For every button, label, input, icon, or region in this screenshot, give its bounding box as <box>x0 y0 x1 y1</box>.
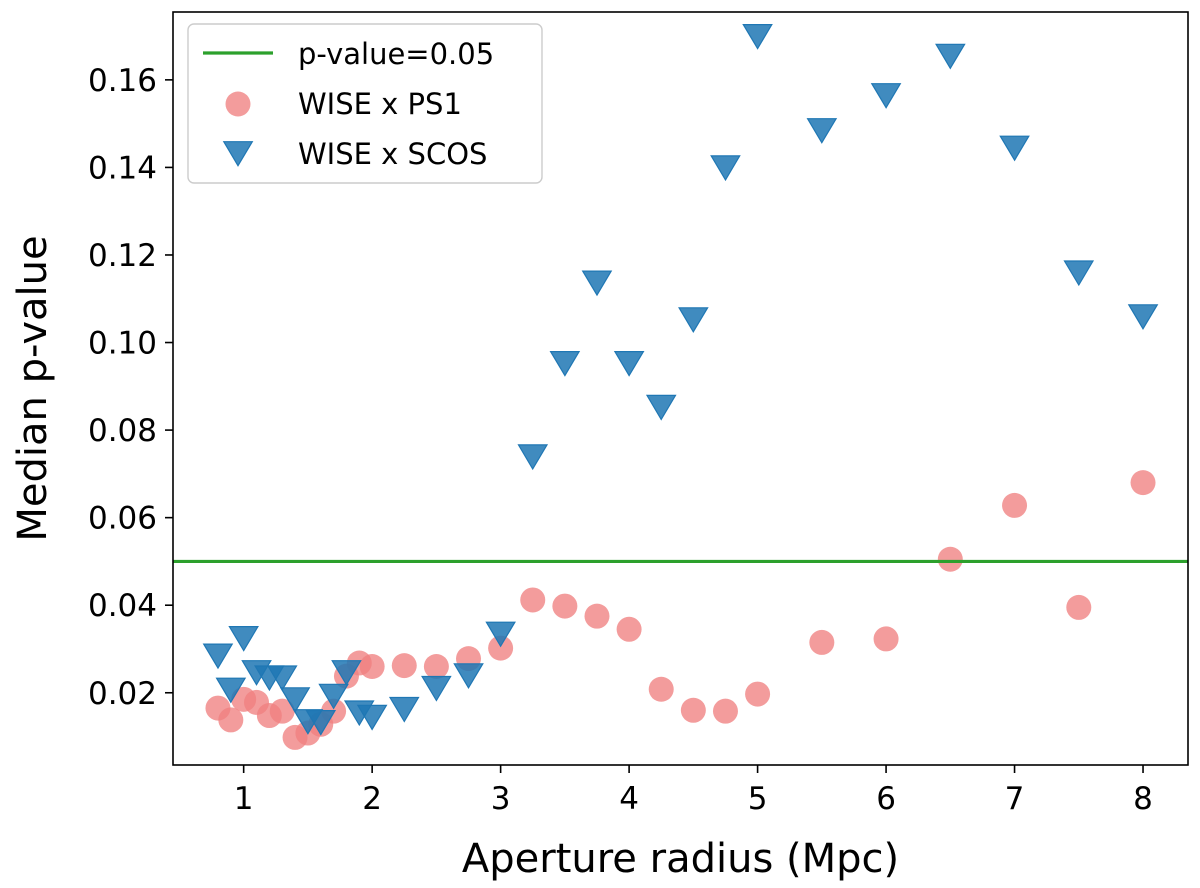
series-layer <box>202 24 1159 750</box>
scos-point <box>678 307 709 333</box>
scos-point <box>549 351 581 377</box>
scos-point <box>485 621 516 648</box>
ps1-point <box>712 698 738 724</box>
scos-point <box>645 394 677 421</box>
ps1-point <box>809 629 835 655</box>
legend-label-reference-line: p-value=0.05 <box>298 37 494 71</box>
legend-ps1-swatch-icon <box>225 91 251 117</box>
scos-point <box>228 625 259 652</box>
ps1-point <box>616 616 642 642</box>
ps1-point <box>359 653 385 679</box>
x-tick-label: 6 <box>876 781 896 817</box>
scos-point <box>935 43 966 70</box>
scos-point <box>1127 304 1159 330</box>
x-tick-label: 7 <box>1005 781 1025 817</box>
ps1-point <box>423 653 449 679</box>
y-tick-label: 0.12 <box>88 238 157 274</box>
ps1-point <box>1130 470 1156 496</box>
x-tick-label: 8 <box>1133 781 1153 817</box>
ps1-point <box>520 587 546 613</box>
scos-point <box>710 155 741 182</box>
ps1-point <box>1066 594 1092 620</box>
scos-point <box>266 665 298 692</box>
y-tick-label: 0.02 <box>88 676 157 712</box>
scos-point <box>742 24 773 50</box>
x-tick-label: 2 <box>362 781 382 817</box>
x-tick-label: 4 <box>619 781 639 817</box>
ps1-point <box>269 698 295 724</box>
ps1-point <box>745 681 771 707</box>
legend-scos-swatch-icon <box>222 141 254 167</box>
ps1-point <box>937 546 963 572</box>
ps1-point <box>680 697 706 723</box>
y-tick-label: 0.14 <box>88 150 157 186</box>
ps1-point <box>488 635 514 661</box>
scos-point <box>453 663 484 689</box>
y-tick-label: 0.10 <box>88 326 157 362</box>
scos-point <box>215 677 247 704</box>
scos-point <box>517 444 549 471</box>
y-axis-title: Median p-value <box>10 235 56 541</box>
ps1-point <box>552 593 578 619</box>
y-axis-ticks: 0.02 0.04 0.06 0.08 0.10 0.12 0.14 0.16 <box>88 63 173 712</box>
scos-point <box>613 351 645 377</box>
legend-label-ps1: WISE x PS1 <box>298 87 462 121</box>
scos-point <box>999 135 1030 162</box>
x-tick-label: 5 <box>748 781 768 817</box>
ps1-point <box>218 707 244 733</box>
ps1-point <box>873 626 899 652</box>
scos-point <box>421 675 452 702</box>
legend-box <box>187 23 543 184</box>
scos-point <box>356 704 388 731</box>
plot-frame <box>172 11 1189 766</box>
scos-point <box>331 660 362 686</box>
axes: 1 2 3 4 5 6 7 8 0.02 0.04 0.06 0.08 0.10 0.12 0.14 0.1… <box>10 11 1189 882</box>
scos-point <box>388 696 420 723</box>
ps1-point <box>584 603 610 629</box>
scos-point <box>581 270 613 297</box>
legend: p-value=0.05 WISE x PS1 WISE x SCOS <box>187 23 543 184</box>
ps1-point <box>648 676 674 702</box>
x-tick-label: 3 <box>491 781 511 817</box>
legend-label-scos: WISE x SCOS <box>298 137 487 171</box>
y-tick-label: 0.04 <box>88 588 157 624</box>
scos-point <box>318 683 349 710</box>
ps1-point <box>391 653 417 679</box>
scos-point <box>806 118 838 144</box>
scos-point <box>870 83 902 109</box>
y-tick-label: 0.16 <box>88 63 157 99</box>
y-tick-label: 0.08 <box>88 413 157 449</box>
scos-point <box>305 709 337 736</box>
x-tick-label: 1 <box>234 781 254 817</box>
y-tick-label: 0.06 <box>88 501 157 537</box>
x-axis-title: Aperture radius (Mpc) <box>462 836 899 882</box>
scos-point <box>279 687 311 713</box>
scos-point <box>1063 260 1095 287</box>
x-axis-ticks: 1 2 3 4 5 6 7 8 <box>234 765 1153 817</box>
ps1-point <box>1002 492 1028 518</box>
scos-point <box>202 643 234 670</box>
